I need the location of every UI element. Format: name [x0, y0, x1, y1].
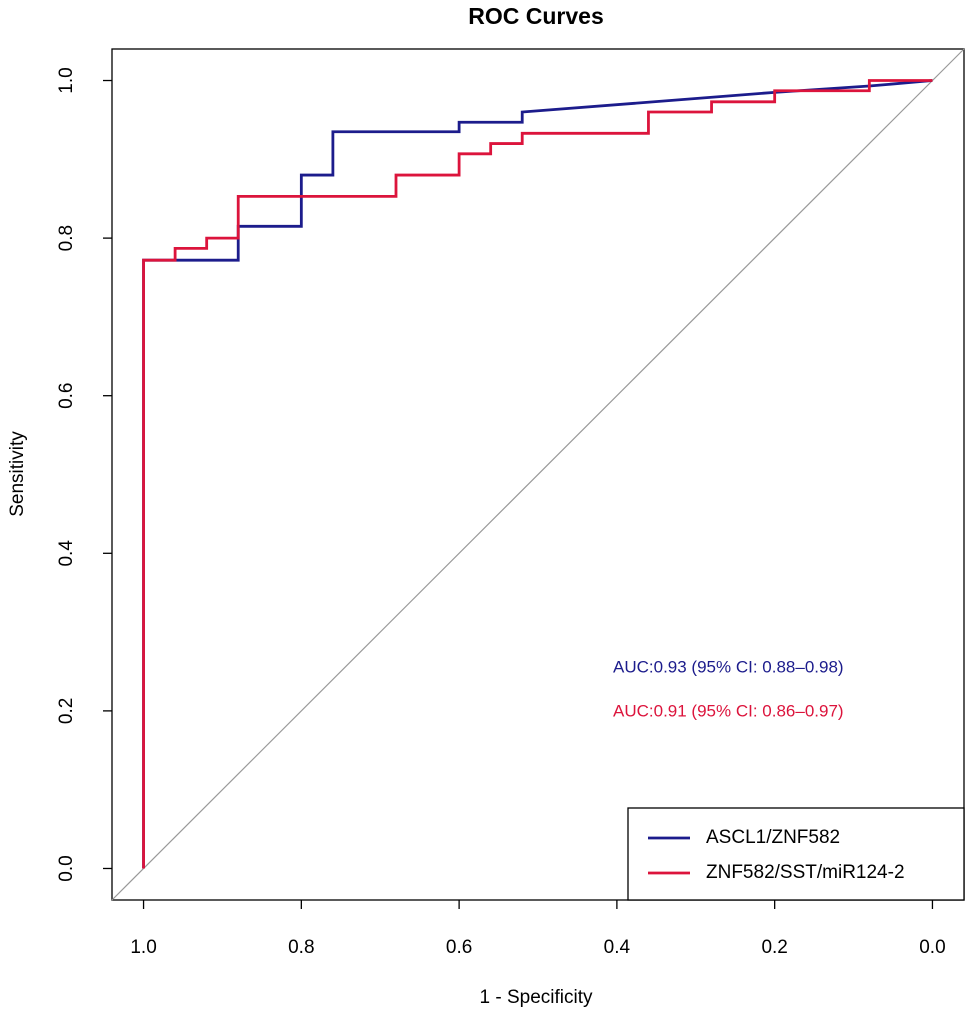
chart-title: ROC Curves [468, 3, 603, 29]
reference-diagonal [111, 48, 965, 901]
roc-curve [142, 79, 933, 869]
plot-frame [111, 48, 965, 901]
x-axis-label: 1 - Specificity [480, 987, 593, 1008]
y-tick-label: 0.0 [56, 855, 77, 881]
y-tick-label: 0.2 [56, 698, 77, 724]
y-tick-label: 1.0 [56, 67, 77, 93]
x-tick-label: 1.0 [130, 937, 156, 958]
x-tick-label: 0.6 [446, 937, 472, 958]
y-axis-label: Sensitivity [7, 431, 28, 517]
legend-label: ZNF582/SST/miR124-2 [706, 862, 905, 883]
auc-annotation: AUC:0.93 (95% CI: 0.88–0.98) [613, 657, 844, 676]
y-tick-label: 0.8 [56, 225, 77, 251]
legend-label: ASCL1/ZNF582 [706, 827, 840, 848]
x-tick-label: 0.4 [604, 937, 631, 958]
y-tick-label: 0.6 [56, 382, 77, 408]
legend-box [627, 807, 965, 901]
auc-annotation: AUC:0.91 (95% CI: 0.86–0.97) [613, 701, 844, 720]
x-tick-label: 0.2 [761, 937, 787, 958]
roc-curve [142, 79, 933, 869]
x-tick-label: 0.8 [288, 937, 314, 958]
x-tick-label: 0.0 [919, 937, 945, 958]
y-tick-label: 0.4 [56, 540, 77, 567]
